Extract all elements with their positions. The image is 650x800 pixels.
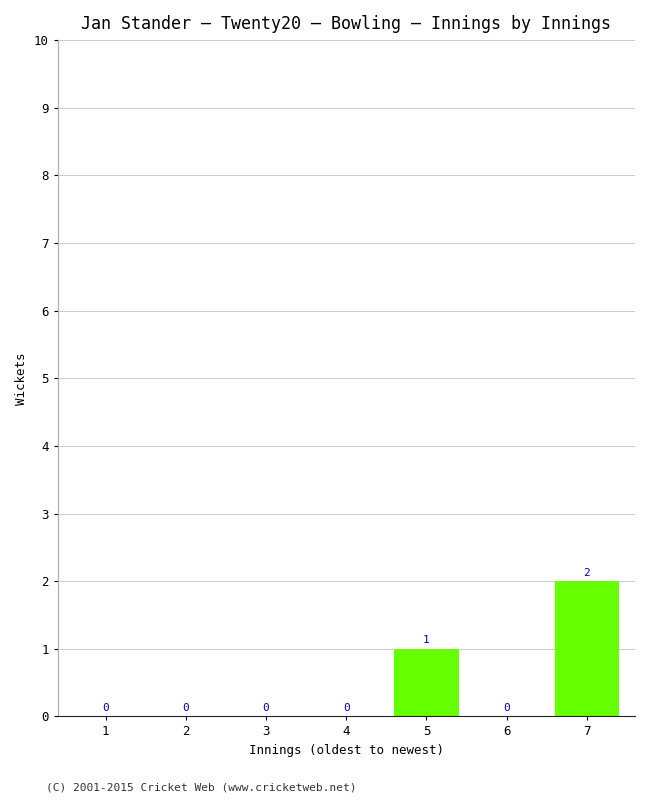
- Text: 0: 0: [183, 703, 189, 713]
- Title: Jan Stander – Twenty20 – Bowling – Innings by Innings: Jan Stander – Twenty20 – Bowling – Innin…: [81, 15, 611, 33]
- X-axis label: Innings (oldest to newest): Innings (oldest to newest): [249, 744, 444, 757]
- Bar: [555, 581, 619, 717]
- Text: 0: 0: [343, 703, 350, 713]
- Text: (C) 2001-2015 Cricket Web (www.cricketweb.net): (C) 2001-2015 Cricket Web (www.cricketwe…: [46, 782, 356, 792]
- Text: 1: 1: [423, 635, 430, 646]
- Text: 2: 2: [584, 568, 590, 578]
- Text: 0: 0: [503, 703, 510, 713]
- Text: 0: 0: [263, 703, 270, 713]
- Y-axis label: Wickets: Wickets: [15, 352, 28, 405]
- Bar: [395, 649, 458, 717]
- Text: 0: 0: [102, 703, 109, 713]
